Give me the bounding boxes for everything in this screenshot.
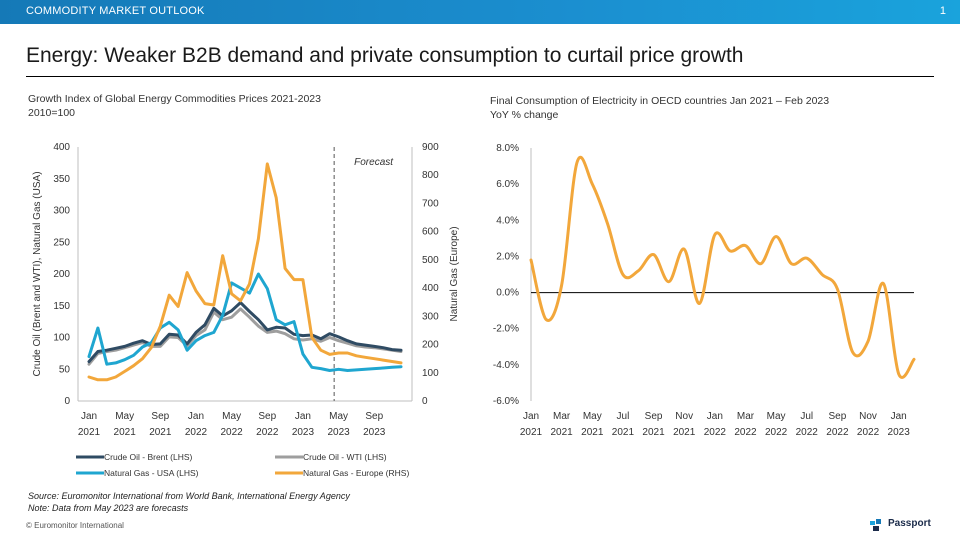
series-line-0 <box>87 301 403 364</box>
x-tick-year: 2022 <box>704 427 727 438</box>
x-tick-month: Mar <box>553 411 571 422</box>
x-tick-month: Jan <box>891 411 907 422</box>
y2-tick-label: 300 <box>422 311 439 322</box>
x-tick-month: May <box>115 411 134 422</box>
x-tick-year: 2021 <box>642 427 665 438</box>
x-tick-year: 2023 <box>292 427 315 438</box>
y-tick-label: 200 <box>53 269 70 280</box>
y-tick-label: 400 <box>53 142 70 153</box>
x-tick-month: Jan <box>295 411 311 422</box>
x-tick-month: Sep <box>258 411 276 422</box>
x-tick-month: May <box>329 411 348 422</box>
x-tick-year: 2021 <box>114 427 137 438</box>
left-axis-title: Crude Oil (Brent and WTI), Natural Gas (… <box>32 171 43 376</box>
x-tick-year: 2021 <box>581 427 604 438</box>
y2-tick-label: 900 <box>422 142 439 153</box>
y-tick-label: 250 <box>53 237 70 248</box>
y2-tick-label: 700 <box>422 198 439 209</box>
y2-tick-label: 800 <box>422 170 439 181</box>
x-tick-month: Nov <box>675 411 693 422</box>
series-line-1 <box>87 307 403 366</box>
x-tick-month: May <box>767 411 786 422</box>
x-tick-year: 2023 <box>327 427 350 438</box>
y2-tick-label: 200 <box>422 340 439 351</box>
x-tick-month: Jul <box>617 411 630 422</box>
legend-label: Natural Gas - USA (LHS) <box>104 468 199 478</box>
x-tick-year: 2023 <box>888 427 911 438</box>
top-banner: COMMODITY MARKET OUTLOOK 1 <box>0 0 960 24</box>
passport-brand: Passport <box>888 518 931 529</box>
x-tick-year: 2021 <box>612 427 635 438</box>
x-tick-year: 2021 <box>520 427 543 438</box>
x-tick-year: 2022 <box>256 427 279 438</box>
x-tick-year: 2021 <box>149 427 172 438</box>
x-tick-month: Jan <box>707 411 723 422</box>
y2-tick-label: 0 <box>422 396 428 407</box>
left-chart-title: Growth Index of Global Energy Commoditie… <box>28 93 321 105</box>
y-tick-label: 300 <box>53 206 70 217</box>
legend-label: Crude Oil - Brent (LHS) <box>104 452 192 462</box>
energy-prices-chart: 0 50 100 150 200 250 300 350 400 0 100 200 300 400 500… <box>32 142 460 478</box>
y-tick-label: 6.0% <box>496 179 519 190</box>
y-tick-label: 0 <box>64 396 70 407</box>
x-tick-month: Sep <box>829 411 847 422</box>
x-tick-month: Jan <box>81 411 97 422</box>
x-tick-month: Jan <box>188 411 204 422</box>
passport-logo-icon <box>870 519 881 531</box>
electricity-series-line <box>529 155 916 379</box>
y-tick-label: 50 <box>59 364 71 375</box>
title-divider <box>26 76 934 77</box>
y-tick-label: 350 <box>53 174 70 185</box>
right-chart-subtitle: YoY % change <box>490 109 559 121</box>
y2-tick-label: 600 <box>422 227 439 238</box>
x-tick-year: 2022 <box>857 427 880 438</box>
y-tick-label: -6.0% <box>493 396 519 407</box>
section-label: COMMODITY MARKET OUTLOOK <box>26 5 205 17</box>
right-axis-title: Natural Gas (Europe) <box>449 226 460 321</box>
electricity-consumption-chart: -6.0% -4.0% -2.0% 0.0% 2.0% 4.0% 6.0% 8.0% Jan 20… <box>493 143 916 438</box>
y-tick-label: 0.0% <box>496 288 519 299</box>
x-tick-month: Sep <box>645 411 663 422</box>
x-tick-year: 2021 <box>78 427 101 438</box>
y-tick-label: 8.0% <box>496 143 519 154</box>
y-tick-label: 150 <box>53 301 70 312</box>
forecast-label: Forecast <box>354 157 394 168</box>
source-note: Source: Euromonitor International from W… <box>28 491 350 501</box>
x-tick-month: Jan <box>523 411 539 422</box>
x-tick-month: May <box>222 411 241 422</box>
y-tick-label: -2.0% <box>493 324 519 335</box>
y2-tick-label: 500 <box>422 255 439 266</box>
x-tick-month: Sep <box>151 411 169 422</box>
x-tick-year: 2023 <box>363 427 386 438</box>
x-tick-year: 2021 <box>551 427 574 438</box>
series-line-3 <box>87 162 403 382</box>
x-tick-year: 2022 <box>826 427 849 438</box>
x-tick-year: 2022 <box>185 427 208 438</box>
x-tick-month: Mar <box>737 411 755 422</box>
x-tick-year: 2021 <box>673 427 696 438</box>
x-tick-year: 2022 <box>796 427 819 438</box>
left-chart-subtitle: 2010=100 <box>28 107 76 119</box>
right-chart-title: Final Consumption of Electricity in OECD… <box>490 95 830 107</box>
y2-tick-label: 400 <box>422 283 439 294</box>
forecast-note: Note: Data from May 2023 are forecasts <box>28 503 189 513</box>
y2-tick-label: 100 <box>422 368 439 379</box>
x-tick-month: Sep <box>365 411 383 422</box>
x-tick-year: 2022 <box>765 427 788 438</box>
y-tick-label: -4.0% <box>493 360 519 371</box>
page-title: Energy: Weaker B2B demand and private co… <box>26 44 744 67</box>
y-tick-label: 2.0% <box>496 251 519 262</box>
x-tick-month: Nov <box>859 411 877 422</box>
page-number: 1 <box>939 5 946 17</box>
copyright-footer: © Euromonitor International <box>26 521 124 530</box>
x-tick-year: 2022 <box>734 427 757 438</box>
legend-label: Natural Gas - Europe (RHS) <box>303 468 409 478</box>
y-tick-label: 4.0% <box>496 215 519 226</box>
legend-label: Crude Oil - WTI (LHS) <box>303 452 387 462</box>
x-tick-month: Jul <box>800 411 813 422</box>
x-tick-month: May <box>583 411 602 422</box>
y-tick-label: 100 <box>53 333 70 344</box>
x-tick-year: 2022 <box>221 427 244 438</box>
